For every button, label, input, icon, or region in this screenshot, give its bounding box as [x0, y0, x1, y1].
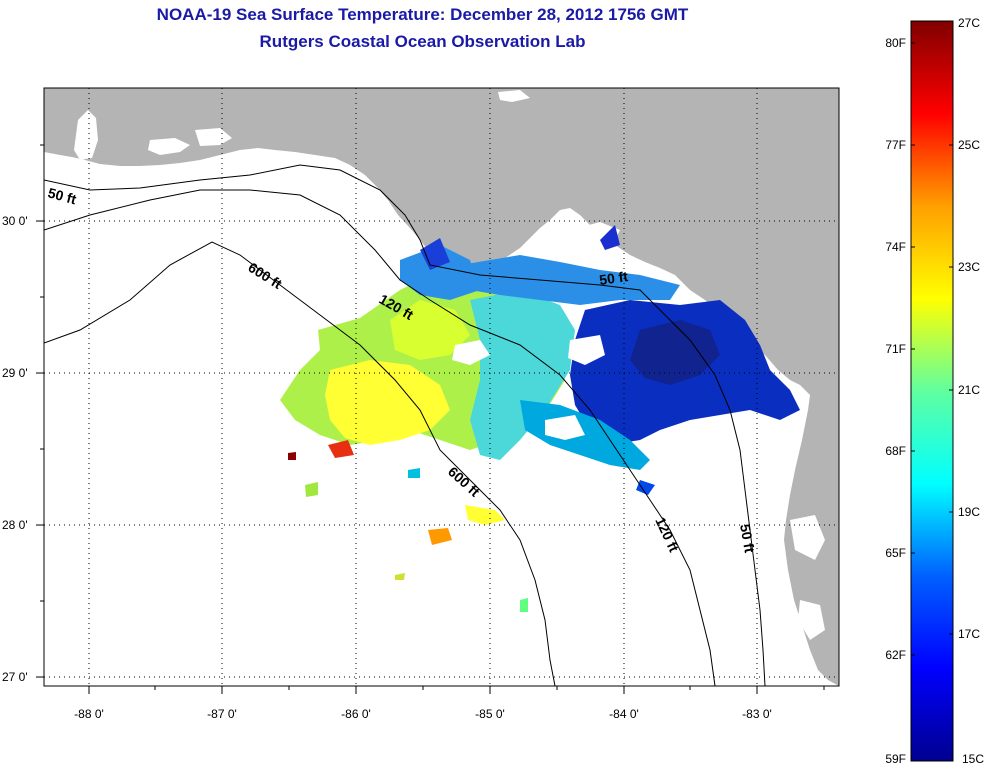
lon-tick-label: -87 0'	[207, 707, 237, 721]
contour-600ft	[44, 241, 556, 686]
lon-tick-label: -86 0'	[341, 707, 371, 721]
colorbar-label-f: 65F	[885, 546, 906, 560]
colorbar-label-c: 17C	[958, 627, 980, 641]
colorbar-label-c: 23C	[958, 260, 980, 274]
contour-label-50ft-west: 50 ft	[46, 184, 78, 207]
contour-label-50ft-east: 50 ft	[598, 268, 629, 288]
colorbar-label-f: 62F	[885, 648, 906, 662]
colorbar-label-c: 19C	[958, 505, 980, 519]
contour-50ft	[44, 164, 766, 686]
lon-tick-label: -83 0'	[742, 707, 772, 721]
colorbar-label-f: 68F	[885, 444, 906, 458]
charlotte-harbor	[798, 600, 825, 640]
map-border	[43, 87, 840, 687]
colorbar-label-c: 15C	[962, 752, 984, 766]
colorbar: 80F 77F 74F 71F 68F 65F 62F 59F 27C 25C …	[885, 16, 984, 766]
lon-tick-label: -85 0'	[475, 707, 505, 721]
mobile-bay	[74, 110, 98, 160]
lake-inlet	[498, 90, 530, 102]
lon-tick-label: -84 0'	[609, 707, 639, 721]
lat-tick-label: 30 0'	[2, 214, 28, 228]
axis-ticks	[36, 144, 825, 694]
lat-tick-label: 28 0'	[2, 518, 28, 532]
colorbar-label-f: 77F	[885, 138, 906, 152]
colorbar-label-c: 21C	[958, 383, 980, 397]
map-title: NOAA-19 Sea Surface Temperature: Decembe…	[156, 5, 689, 24]
lon-tick-label: -88 0'	[74, 707, 104, 721]
colorbar-label-f: 71F	[885, 342, 906, 356]
colorbar-label-f: 80F	[885, 36, 906, 50]
choctaw-bay	[195, 128, 232, 146]
colorbar-label-c: 27C	[958, 16, 980, 30]
pensacola-bay	[148, 138, 190, 155]
colorbar-label-f: 59F	[885, 752, 906, 766]
tampa-bay	[790, 515, 825, 560]
contour-120ft	[44, 189, 716, 686]
lat-tick-label: 27 0'	[2, 670, 28, 684]
colorbar-label-c: 25C	[958, 138, 980, 152]
colorbar-label-f: 74F	[885, 240, 906, 254]
land-mass	[44, 88, 839, 686]
map-subtitle: Rutgers Coastal Ocean Observation Lab	[259, 32, 586, 51]
contour-label-50ft-south: 50 ft	[737, 523, 758, 554]
colorbar-gradient	[910, 20, 954, 762]
lat-tick-label: 29 0'	[2, 366, 28, 380]
bathymetry-contours	[44, 164, 766, 686]
